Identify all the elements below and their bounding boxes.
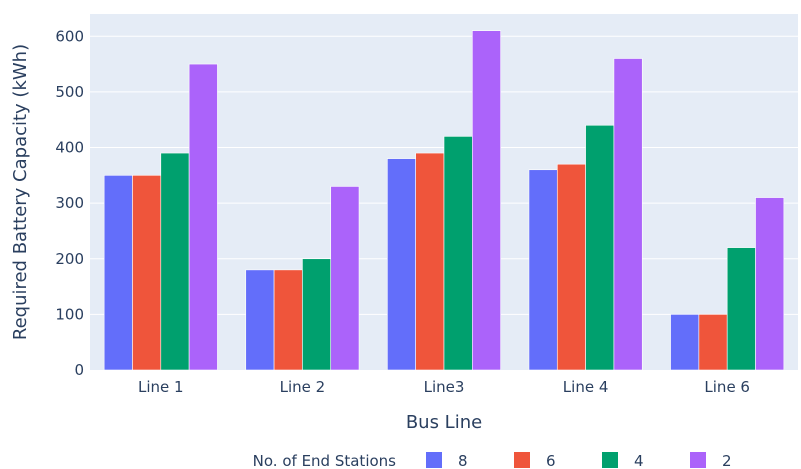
legend: No. of End Stations 8 6 4 2 <box>253 452 732 469</box>
y-tick-labels: 0 100 200 300 400 500 600 <box>55 27 84 379</box>
y-tick-label: 500 <box>55 83 84 101</box>
legend-entry: 6 <box>546 452 556 469</box>
bar-line-1-series-6 <box>132 175 162 371</box>
bar-line-6-series-6 <box>698 314 728 371</box>
x-tick-label: Line3 <box>424 378 465 396</box>
legend-title: No. of End Stations <box>253 452 396 469</box>
bar-line-2-series-8 <box>245 269 275 371</box>
x-tick-label: Line 6 <box>704 378 750 396</box>
bar-line-6-series-4 <box>726 247 756 371</box>
bar-line-4-series-8 <box>528 169 558 371</box>
legend-swatch <box>514 452 530 468</box>
y-axis-title: Required Battery Capacity (kWh) <box>10 44 31 340</box>
legend-swatch <box>690 452 706 468</box>
legend-swatch <box>602 452 618 468</box>
legend-entry: 8 <box>458 452 468 469</box>
y-tick-label: 600 <box>55 27 84 45</box>
bar-line-6-series-8 <box>670 314 700 371</box>
bar-line-1-series-4 <box>160 152 190 371</box>
bar-line-2-series-6 <box>273 269 303 371</box>
x-tick-labels: Line 1 Line 2 Line3 Line 4 Line 6 <box>138 378 750 396</box>
bars <box>103 30 785 371</box>
y-tick-label: 0 <box>74 361 84 379</box>
y-tick-label: 100 <box>55 305 84 323</box>
y-tick-label: 300 <box>55 194 84 212</box>
x-tick-label: Line 4 <box>563 378 609 396</box>
bar-line3-series-4 <box>443 136 473 371</box>
bar-line3-series-8 <box>387 158 416 371</box>
x-tick-label: Line 1 <box>138 378 184 396</box>
legend-entry: 2 <box>722 452 732 469</box>
bar-line-2-series-2 <box>330 186 360 371</box>
legend-entry: 4 <box>634 452 644 469</box>
x-axis-title: Bus Line <box>406 412 482 433</box>
legend-swatch <box>426 452 442 468</box>
bar-line3-series-2 <box>472 30 501 371</box>
bar-line-1-series-8 <box>103 175 133 371</box>
x-tick-label: Line 2 <box>280 378 326 396</box>
y-tick-label: 200 <box>55 250 84 268</box>
bar-line-2-series-4 <box>302 258 332 371</box>
bar-line-4-series-2 <box>613 58 643 371</box>
bar-line-6-series-2 <box>755 197 785 371</box>
bar-line3-series-6 <box>415 152 445 371</box>
bar-line-4-series-6 <box>556 163 586 371</box>
y-tick-label: 400 <box>55 139 84 157</box>
bar-line-1-series-2 <box>188 63 218 371</box>
bar-line-4-series-4 <box>585 124 615 371</box>
